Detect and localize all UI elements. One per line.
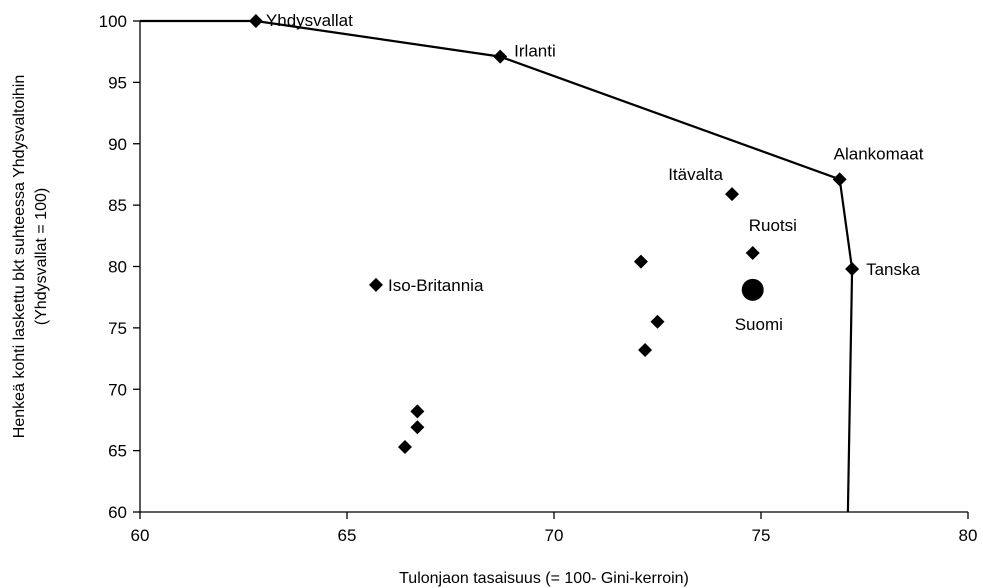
y-tick-label: 60 (108, 503, 127, 522)
data-point-tanska (845, 261, 860, 276)
x-tick-label: 80 (959, 526, 978, 545)
y-tick-label: 70 (108, 380, 127, 399)
axes: 60 65 70 75 80 60 65 70 75 80 85 90 95 100 (99, 12, 978, 545)
data-point-unlabeled-11 (410, 404, 425, 419)
data-point-alankomaat (832, 172, 847, 187)
data-points (248, 14, 860, 454)
point-label-itävalta: Itävalta (668, 165, 723, 184)
point-label-iso-britannia: Iso-Britannia (388, 276, 484, 295)
data-point-iso-britannia (368, 277, 383, 292)
data-point-unlabeled-13 (397, 439, 412, 454)
point-label-irlanti: Irlanti (514, 42, 556, 61)
frontier-line (140, 19, 854, 513)
x-axis-ticks: 60 65 70 75 80 (131, 512, 978, 545)
y-tick-label: 90 (108, 135, 127, 154)
y-tick-label: 75 (108, 319, 127, 338)
y-axis-ticks: 60 65 70 75 80 85 90 95 100 (99, 12, 140, 522)
y-axis-title-line2: (Yhdysvallat = 100) (33, 188, 50, 325)
y-tick-label: 65 (108, 442, 127, 461)
data-point-unlabeled-8 (633, 254, 648, 269)
point-label-alankomaat: Alankomaat (834, 144, 924, 163)
data-point-yhdysvallat (248, 14, 263, 28)
data-point-suomi (741, 278, 764, 301)
y-tick-label: 95 (108, 73, 127, 92)
y-tick-label: 85 (108, 196, 127, 215)
x-axis-title: Tulonjaon tasaisuus (= 100- Gini-kerroin… (399, 570, 689, 587)
point-labels: Yhdysvallat Irlanti Alankomaat Itävalta Ruot… (266, 11, 924, 334)
data-point-unlabeled-10 (638, 342, 653, 357)
data-point-unlabeled-9 (650, 314, 665, 329)
x-tick-label: 75 (752, 526, 771, 545)
data-point-irlanti (493, 49, 508, 64)
x-tick-label: 65 (338, 526, 357, 545)
point-label-yhdysvallat: Yhdysvallat (266, 11, 353, 30)
data-point-itävalta (725, 187, 740, 202)
y-axis-title-line1: Henkeä kohti laskettu bkt suhteessa Yhdy… (11, 75, 28, 438)
data-point-unlabeled-12 (410, 420, 425, 435)
point-label-suomi: Suomi (735, 315, 783, 334)
y-tick-label: 80 (108, 258, 127, 277)
point-label-tanska: Tanska (866, 260, 920, 279)
data-point-ruotsi (745, 245, 760, 260)
x-tick-label: 70 (545, 526, 564, 545)
x-tick-label: 60 (131, 526, 150, 545)
y-tick-label: 100 (99, 12, 127, 31)
point-label-ruotsi: Ruotsi (749, 216, 797, 235)
